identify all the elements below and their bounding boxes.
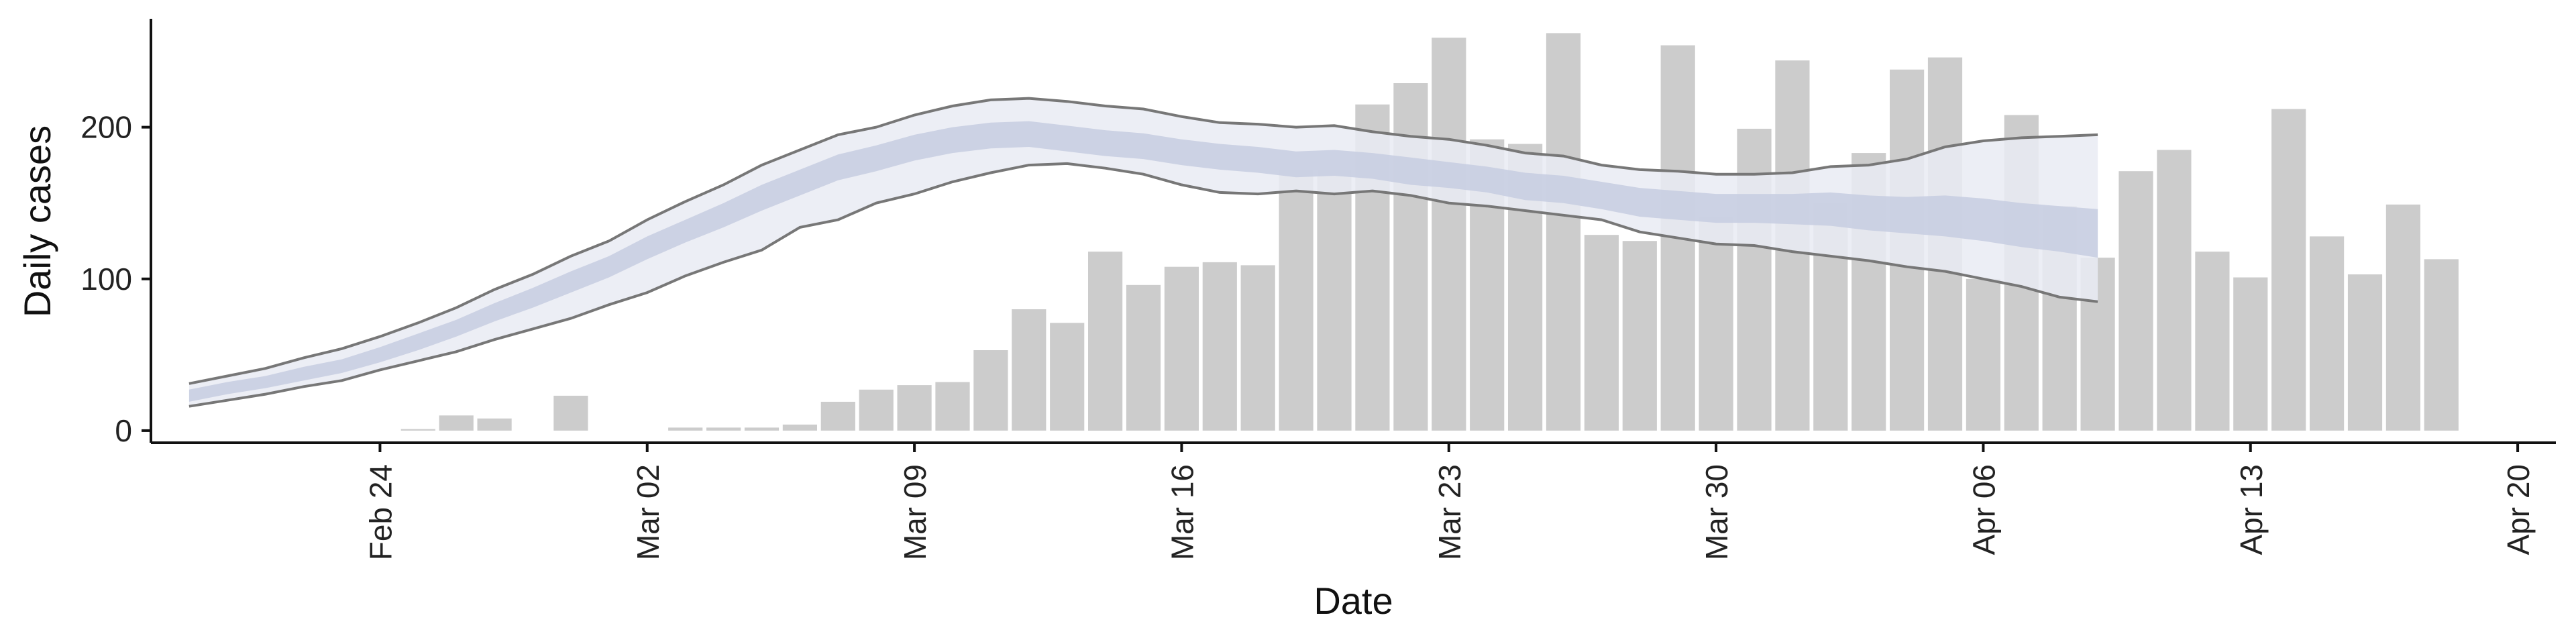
- estimate-band-group: [189, 97, 2098, 408]
- x-axis-ticks: Feb 24 Mar 02 Mar 09 Mar 16 Mar 23 Mar 30 Apr …: [363, 443, 2536, 560]
- y-axis-title: Daily cases: [16, 125, 58, 317]
- bar: [1050, 323, 1085, 431]
- x-tick-label: Mar 16: [1165, 464, 1199, 560]
- bar: [1126, 284, 1161, 431]
- bar: [477, 418, 512, 431]
- bar: [1202, 262, 1237, 431]
- bar: [2157, 150, 2192, 431]
- bar: [2385, 204, 2420, 431]
- x-tick-label: Mar 09: [898, 464, 932, 560]
- y-axis-ticks: 0 100 200: [80, 110, 151, 448]
- bar: [1546, 33, 1581, 431]
- x-axis-title: Date: [1313, 580, 1393, 622]
- bar: [1279, 169, 1313, 431]
- bar: [1622, 241, 1657, 431]
- bar: [2233, 277, 2268, 431]
- x-tick-label: Feb 24: [363, 464, 398, 560]
- bar: [1699, 217, 1733, 431]
- inner-interval-band: [189, 121, 2098, 402]
- x-tick-label: Apr 20: [2501, 464, 2536, 555]
- y-tick-label: 200: [80, 110, 132, 145]
- x-tick-label: Mar 30: [1699, 464, 1734, 560]
- bar: [2310, 236, 2345, 431]
- bar: [553, 395, 588, 431]
- x-tick-label: Apr 06: [1966, 464, 2001, 555]
- x-tick-label: Mar 02: [631, 464, 665, 560]
- bar: [935, 382, 970, 431]
- bar: [744, 427, 780, 431]
- y-tick-label: 100: [80, 262, 132, 297]
- y-tick-label: 0: [115, 413, 132, 448]
- outer-interval-band: [189, 98, 2098, 407]
- bar: [897, 385, 932, 431]
- bar: [2118, 171, 2153, 431]
- lower-bound-line: [189, 162, 2098, 408]
- bar: [1240, 265, 1275, 431]
- bar: [1164, 266, 1199, 431]
- bar: [973, 350, 1008, 431]
- bar: [820, 401, 855, 431]
- bar: [2195, 252, 2230, 431]
- bar: [439, 415, 474, 431]
- bar: [2271, 109, 2306, 431]
- x-tick-label: Apr 13: [2234, 464, 2269, 555]
- bar: [1317, 169, 1352, 431]
- bar: [1088, 252, 1123, 431]
- bar: [2347, 274, 2383, 431]
- bar: [859, 389, 894, 431]
- bar: [2424, 259, 2459, 431]
- bar: [1012, 309, 1046, 431]
- bar: [668, 427, 703, 431]
- bar: [1432, 38, 1466, 431]
- bar: [782, 424, 817, 431]
- bar: [1584, 235, 1619, 431]
- bar: [400, 429, 435, 431]
- bar: [1966, 278, 2000, 431]
- x-tick-label: Mar 23: [1432, 464, 1467, 560]
- upper-bound-line: [189, 97, 2098, 385]
- bar: [706, 427, 741, 431]
